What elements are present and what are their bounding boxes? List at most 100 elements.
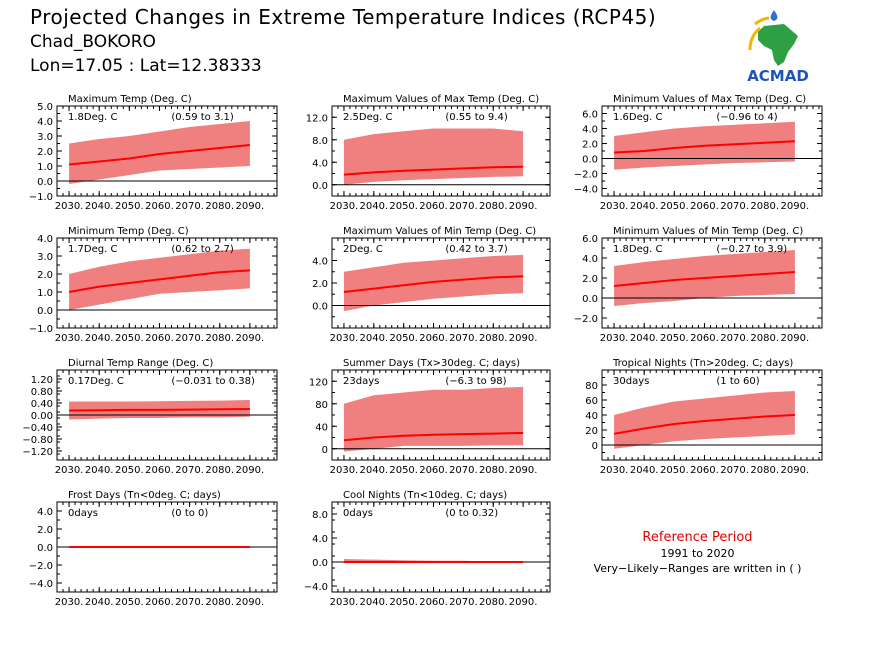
x-tick-label: 2090. (509, 465, 538, 476)
y-tick-label: 0.80 (31, 387, 53, 398)
likely-range-label: (0 to 0) (171, 508, 208, 519)
x-tick-label: 2060. (419, 333, 448, 344)
chart-panel: 0 40 80 120 2030. 2040. 2050. 2060. 2070. 2080. 20… (309, 358, 551, 476)
y-tick-label: −2.0 (574, 170, 598, 181)
y-tick-label: 4.0 (37, 507, 53, 518)
y-tick-label: 8.0 (312, 510, 328, 521)
x-tick-label: 2070. (175, 465, 204, 476)
chart-title: Summer Days (Tx>30deg. C; days) (343, 358, 520, 369)
y-tick-label: −1.0 (29, 324, 53, 335)
y-tick-label: 0.0 (582, 155, 598, 166)
y-tick-label: 3.0 (37, 252, 53, 263)
station-name: Chad_BOKORO (30, 32, 156, 52)
x-tick-label: 2060. (145, 597, 174, 608)
y-tick-label: 20 (585, 426, 598, 437)
plot-frame (601, 237, 823, 329)
y-tick-label: 0.00 (31, 411, 53, 422)
x-tick-label: 2030. (330, 465, 359, 476)
x-tick-label: 2040. (85, 597, 114, 608)
chart-title: Tropical Nights (Tn>20deg. C; days) (612, 358, 793, 369)
x-tick-label: 2050. (389, 201, 418, 212)
x-tick-label: 2040. (630, 465, 659, 476)
x-tick-label: 2060. (145, 201, 174, 212)
x-tick-label: 2030. (600, 465, 629, 476)
y-tick-label: 4.0 (312, 257, 328, 268)
y-tick-label: 0.0 (312, 181, 328, 192)
median-line (613, 414, 795, 435)
chart-panel: −1.20−0.80−0.400.000.400.801.20 2030. 2040… (22, 358, 278, 476)
y-tick-label: 0 (592, 441, 598, 452)
x-tick-label: 2030. (330, 201, 359, 212)
chart-title: Diurnal Temp Range (Deg. C) (68, 358, 213, 369)
median-line (614, 271, 795, 287)
y-tick-label: 40 (315, 422, 328, 433)
median-line (343, 432, 524, 442)
x-tick-label: 2060. (145, 333, 174, 344)
median-change-label: 1.8Deg. C (68, 112, 117, 123)
chart-panel: −1.0 0.0 1.0 2.0 3.0 4.0 5.0 2030. 2040. 2050. 206… (29, 94, 278, 212)
median-line (68, 269, 250, 293)
likely-range-label: (0.59 to 3.1) (171, 112, 233, 123)
x-tick-label: 2090. (781, 333, 810, 344)
y-tick-label: 40 (585, 411, 598, 422)
x-tick-label: 2090. (781, 201, 810, 212)
y-tick-label: −4.0 (574, 185, 598, 196)
y-tick-label: 1.0 (37, 288, 53, 299)
x-tick-label: 2080. (479, 465, 508, 476)
x-tick-label: 2030. (600, 333, 629, 344)
water-drop-icon (770, 10, 778, 21)
y-tick-label: 60 (585, 396, 598, 407)
x-tick-label: 2090. (509, 201, 538, 212)
x-tick-label: 2050. (115, 201, 144, 212)
y-tick-label: 0 (322, 445, 328, 456)
likely-range-label: (1 to 60) (716, 376, 759, 387)
y-tick-label: 2.0 (37, 525, 53, 536)
y-tick-label: 1.0 (37, 162, 53, 173)
x-tick-label: 2040. (630, 201, 659, 212)
sun-rays-icon (748, 16, 770, 51)
likely-range-label: (−0.031 to 0.38) (171, 376, 255, 387)
x-tick-label: 2050. (660, 333, 689, 344)
x-tick-label: 2050. (389, 597, 418, 608)
likely-range-band (69, 121, 250, 184)
y-tick-label: 4.0 (37, 117, 53, 128)
likely-range-band (343, 386, 524, 452)
chart-title: Minimum Values of Min Temp (Deg. C) (613, 226, 803, 237)
x-tick-label: 2060. (690, 465, 719, 476)
x-tick-label: 2090. (509, 333, 538, 344)
y-tick-label: 5.0 (37, 102, 53, 113)
x-tick-label: 2030. (330, 597, 359, 608)
median-line (69, 408, 250, 412)
y-tick-label: 80 (585, 381, 598, 392)
median-change-label: 30days (613, 376, 649, 387)
x-tick-label: 2080. (205, 597, 234, 608)
y-tick-label: 0.40 (31, 399, 53, 410)
x-tick-label: 2070. (449, 333, 478, 344)
y-tick-label: 80 (315, 400, 328, 411)
x-tick-label: 2080. (479, 597, 508, 608)
y-tick-label: 1.20 (31, 375, 53, 386)
y-tick-label: −4.0 (304, 582, 328, 593)
x-tick-label: 2070. (449, 597, 478, 608)
x-tick-label: 2070. (720, 465, 749, 476)
y-tick-label: 0.0 (312, 302, 328, 313)
x-tick-label: 2080. (205, 333, 234, 344)
median-change-label: 0days (68, 508, 98, 519)
likely-range-label: (0.62 to 2.7) (171, 244, 233, 255)
y-tick-label: 2.0 (37, 147, 53, 158)
y-tick-label: 2.0 (312, 279, 328, 290)
x-tick-label: 2070. (175, 333, 204, 344)
y-tick-label: 4.0 (582, 125, 598, 136)
likely-range-label: (0.42 to 3.7) (445, 244, 507, 255)
median-change-label: 2Deg. C (343, 244, 383, 255)
y-tick-label: 2.0 (582, 140, 598, 151)
chart-title: Maximum Temp (Deg. C) (68, 94, 192, 105)
reference-period-years: 1991 to 2020 (660, 547, 735, 560)
x-tick-label: 2090. (236, 465, 265, 476)
y-tick-label: −2.0 (574, 314, 598, 325)
x-tick-label: 2060. (145, 465, 174, 476)
x-tick-label: 2090. (781, 465, 810, 476)
chart-panel: 0 20 40 60 80 2030. 2040. 2050. 2060. 2070. 2080. 2… (585, 358, 823, 476)
